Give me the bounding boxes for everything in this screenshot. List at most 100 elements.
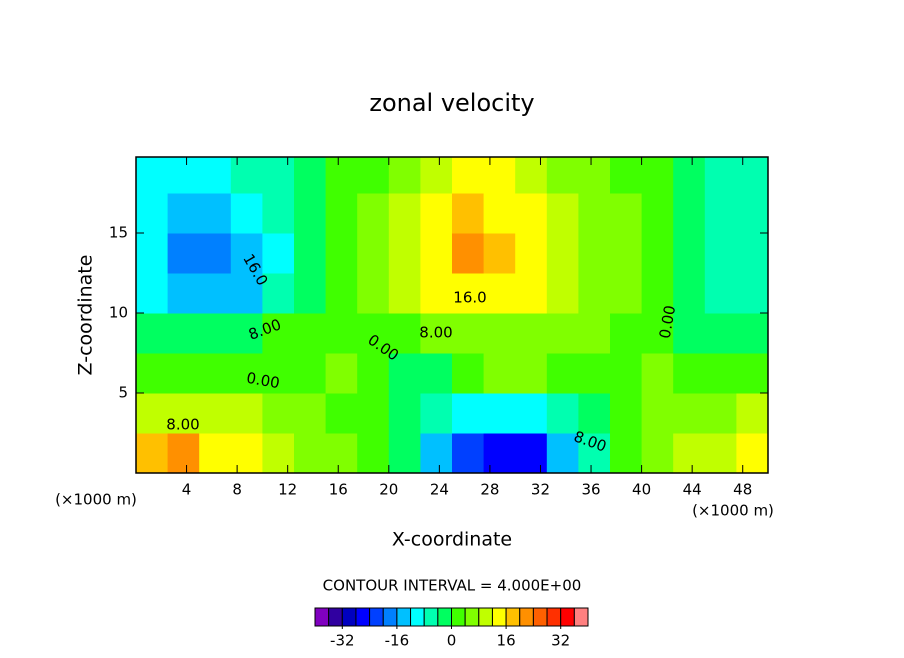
field-cell <box>325 313 358 354</box>
field-cell <box>357 193 390 234</box>
field-cell <box>136 157 169 194</box>
x-tick-label: 4 <box>182 481 192 499</box>
field-cell <box>420 313 453 354</box>
field-cell <box>199 313 232 354</box>
field-cell <box>452 433 485 474</box>
contour-label: 0.00 <box>656 304 680 340</box>
field-cell <box>673 393 706 434</box>
field-cell <box>704 353 737 394</box>
field-cell <box>388 433 421 474</box>
x-tick-label: 12 <box>278 481 297 499</box>
field-cell <box>262 193 295 234</box>
x-tick-label: 28 <box>480 481 499 499</box>
field-cell <box>641 433 674 474</box>
field-cell <box>325 233 358 274</box>
field-cell <box>388 353 421 394</box>
field-cell <box>704 233 737 274</box>
field-cell <box>167 393 200 434</box>
colorbar-box <box>410 607 425 627</box>
field-cell <box>357 233 390 274</box>
field-cell <box>167 353 200 394</box>
field-cell <box>294 433 327 474</box>
field-cell <box>136 353 169 394</box>
field-cell <box>452 353 485 394</box>
field-cell <box>610 433 643 474</box>
x-tick-label: 24 <box>430 481 449 499</box>
field-cell <box>230 273 263 314</box>
contour-label: 8.00 <box>419 324 452 342</box>
x-tick-label: 8 <box>232 481 242 499</box>
colorbar-box <box>478 607 493 627</box>
field-cell <box>325 393 358 434</box>
field-cell <box>546 393 579 434</box>
field-cell <box>515 273 548 314</box>
y-axis-label: Z-coordinate <box>75 255 97 376</box>
field-cell <box>325 157 358 194</box>
field-cell <box>515 157 548 194</box>
field-cell <box>641 193 674 234</box>
field-cell <box>420 233 453 274</box>
field-cell <box>704 393 737 434</box>
field-cell <box>641 273 674 314</box>
field-cell <box>420 157 453 194</box>
field-cell <box>230 193 263 234</box>
colorbar-tick-label: -16 <box>385 632 410 650</box>
field-cell <box>230 313 263 354</box>
colorbar-box <box>423 607 439 627</box>
field-cell <box>736 313 769 354</box>
field-cell <box>736 273 769 314</box>
field-cell <box>357 157 390 194</box>
field-cell <box>736 157 769 194</box>
field-cell <box>388 273 421 314</box>
contour-label: 0.00 <box>245 369 281 393</box>
field-cell <box>673 273 706 314</box>
field-cell <box>578 433 611 474</box>
field-cell <box>673 157 706 194</box>
field-cell <box>578 353 611 394</box>
field-cell <box>262 433 295 474</box>
field-cell <box>578 157 611 194</box>
field-cell <box>483 157 516 194</box>
field-cell <box>452 233 485 274</box>
field-cell <box>294 353 327 394</box>
field-cell <box>578 233 611 274</box>
field-cell <box>357 433 390 474</box>
colorbar-box <box>314 607 330 627</box>
field-cell <box>736 433 769 474</box>
field-cell <box>262 273 295 314</box>
field-cell <box>546 273 579 314</box>
field-cell <box>136 193 169 234</box>
x-tick-label: 20 <box>379 481 398 499</box>
field-cell <box>388 313 421 354</box>
field-cell <box>230 393 263 434</box>
field-cell <box>199 273 232 314</box>
field-cell <box>515 353 548 394</box>
field-cell <box>452 393 485 434</box>
colorbar-box <box>573 607 589 627</box>
field-cell <box>325 433 358 474</box>
field-cell <box>736 393 769 434</box>
field-cell <box>294 273 327 314</box>
field-cell <box>420 433 453 474</box>
field-cell <box>578 393 611 434</box>
chart-title: zonal velocity <box>369 89 534 117</box>
field-cell <box>388 393 421 434</box>
colorbar-box <box>341 607 357 627</box>
field-cell <box>610 233 643 274</box>
field-cell <box>230 353 263 394</box>
field-cell <box>420 273 453 314</box>
field-cell <box>262 353 295 394</box>
field-cell <box>230 157 263 194</box>
field-cell <box>610 393 643 434</box>
field-cell <box>641 157 674 194</box>
field-cell <box>294 157 327 194</box>
colorbar-box <box>491 607 507 627</box>
colorbar-box <box>437 607 453 627</box>
field-cell <box>420 353 453 394</box>
field-cell <box>230 433 263 474</box>
field-cell <box>483 233 516 274</box>
field-cell <box>167 273 200 314</box>
field-cell <box>388 233 421 274</box>
field-cell <box>673 193 706 234</box>
y-tick-label: 15 <box>109 224 128 242</box>
